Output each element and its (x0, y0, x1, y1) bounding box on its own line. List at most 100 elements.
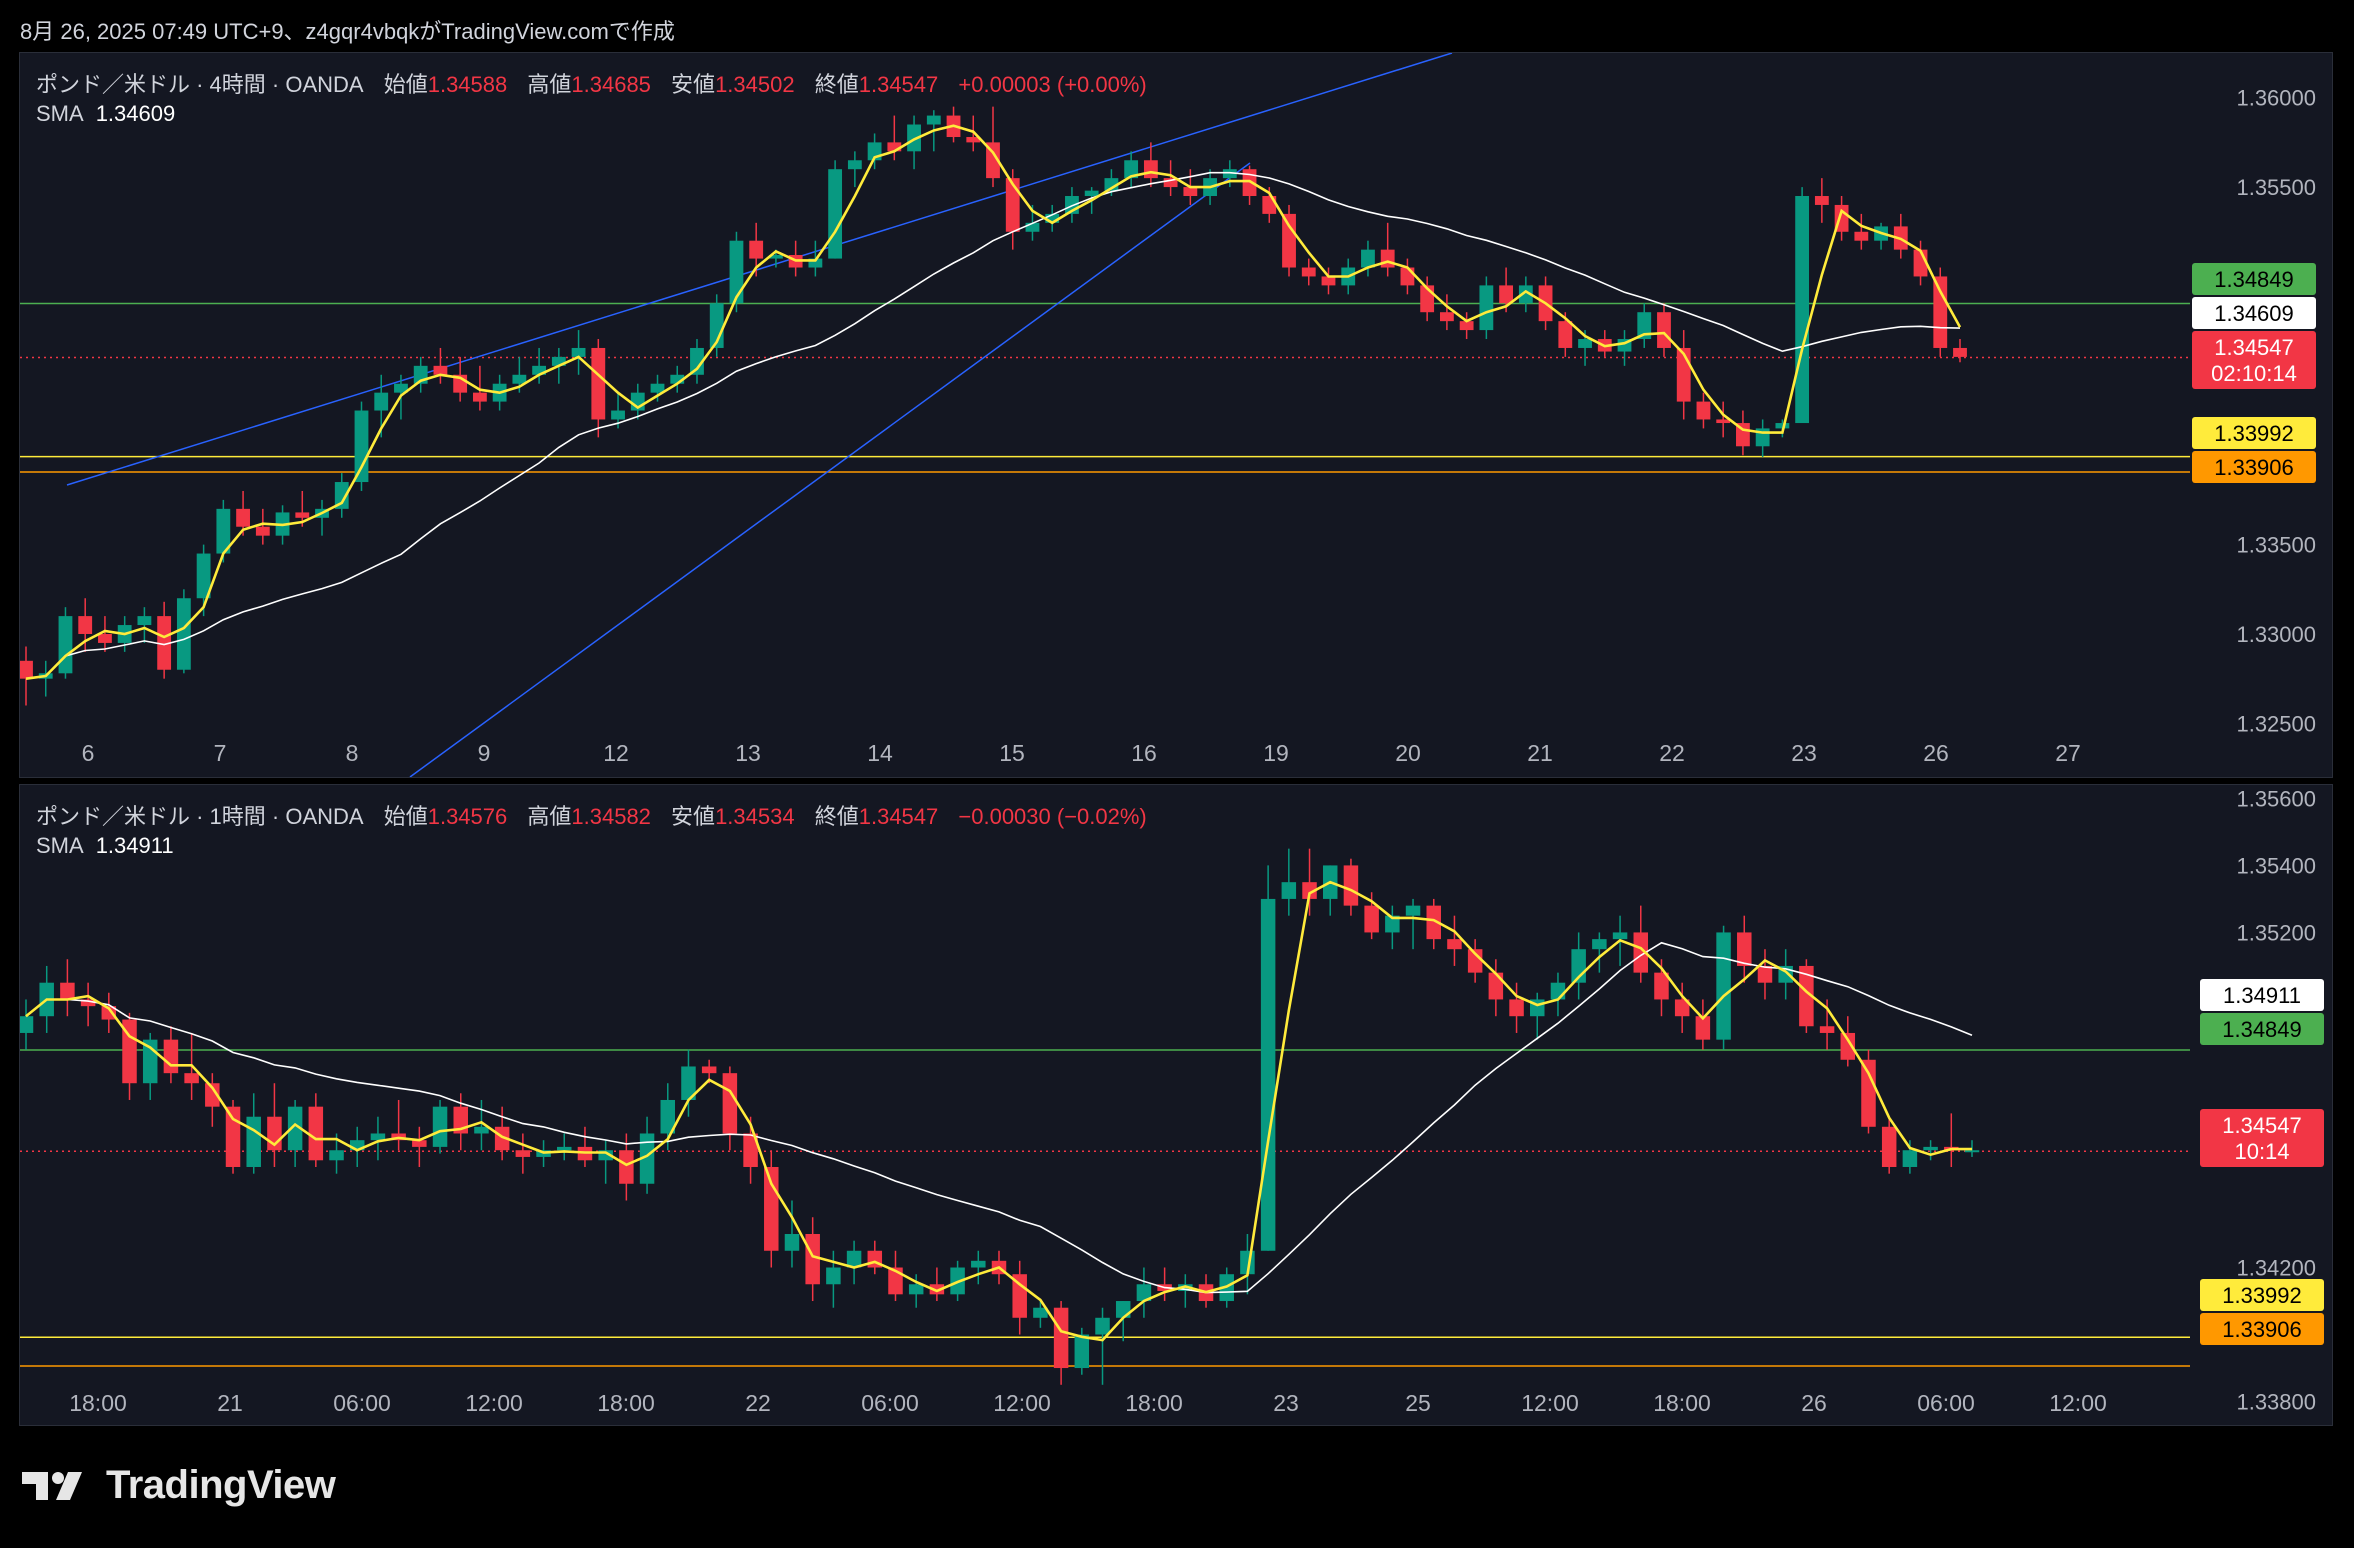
x-axis-tick-label: 13 (735, 740, 761, 766)
candle-body (611, 410, 625, 420)
x-axis-tick-label: 06:00 (861, 1390, 919, 1416)
x-axis-tick-label: 25 (1405, 1390, 1431, 1416)
candle-body (412, 1140, 427, 1147)
candle-body (1074, 1334, 1090, 1369)
candle-body (1558, 321, 1573, 348)
candle-body (205, 1083, 220, 1107)
candle-body (1861, 1059, 1876, 1127)
candle-body (1380, 249, 1395, 268)
candle-body (1696, 401, 1711, 420)
candle-body (639, 1133, 655, 1184)
x-axis-tick-label: 15 (999, 740, 1025, 766)
candle-body (1633, 932, 1649, 973)
candle-body (619, 1150, 634, 1184)
candle-body (1819, 1026, 1835, 1033)
sma-line (25, 941, 1973, 1294)
candle-body (20, 660, 33, 679)
candle-body (1716, 932, 1731, 1040)
candle-body (1737, 932, 1752, 966)
sma-legend: SMA 1.34609 (36, 101, 175, 127)
candle-body (370, 1133, 386, 1141)
candle-body (826, 1267, 841, 1285)
candle-body (847, 160, 862, 170)
candle-body (1799, 965, 1814, 1027)
candle-body (295, 512, 310, 518)
candle-body (1654, 972, 1669, 1000)
candle-body (1361, 249, 1375, 268)
brand-name: TradingView (106, 1463, 336, 1507)
x-axis-tick-label: 12:00 (1521, 1390, 1579, 1416)
candle-body (551, 356, 566, 366)
x-axis-tick-label: 19 (1263, 740, 1289, 766)
candle-body (557, 1146, 572, 1151)
candle-body (1005, 178, 1020, 232)
price-tag-label: 1.34911 (2223, 983, 2301, 1008)
candle-body (80, 999, 96, 1007)
x-axis-tick-label: 22 (745, 1390, 771, 1416)
candle-body (1499, 285, 1514, 304)
x-axis-tick-label: 06:00 (1917, 1390, 1975, 1416)
candle-body (1012, 1274, 1027, 1318)
candle-body (729, 240, 744, 304)
price-tag-label: 1.34547 (2222, 1113, 2302, 1138)
x-axis-tick-label: 26 (1801, 1390, 1827, 1416)
close-value: 1.34547 (858, 72, 939, 97)
candle-body (1612, 932, 1628, 940)
candle-body (929, 1284, 945, 1295)
candle-body (196, 553, 211, 599)
candle-body (20, 1016, 34, 1033)
candle-body (1400, 267, 1415, 286)
ohlc-legend-4h: ポンド／米ドル · 4時間 · OANDA 始値1.34588 高値1.3468… (36, 67, 1147, 99)
candle-body (1222, 169, 1237, 179)
candle-body (58, 616, 73, 674)
candle-body (701, 1066, 717, 1074)
candle-body (1439, 312, 1454, 322)
candle-body (329, 1150, 344, 1161)
low-label: 安値 (671, 804, 716, 829)
candle-body (354, 410, 369, 483)
x-axis-tick-label: 18:00 (1125, 1390, 1183, 1416)
x-axis-tick-label: 18:00 (1653, 1390, 1711, 1416)
candle-body (650, 383, 665, 393)
candle-body (122, 1019, 137, 1084)
candle-body (1775, 423, 1790, 429)
sma-label: SMA (36, 833, 84, 858)
candlestick-chart-4h[interactable]: 1.36000 1.35500 1.33500 1.33000 1.32500 6 7 8 9 1… (20, 53, 2332, 777)
candle-body (681, 1066, 696, 1100)
candle-body (1302, 882, 1317, 899)
candle-body (98, 633, 112, 643)
candle-body (532, 365, 547, 375)
channel-upper-line (66, 53, 1453, 486)
tradingview-logo[interactable]: TradingView (22, 1463, 336, 1508)
x-axis-tick-label: 21 (217, 1390, 243, 1416)
price-tag-green (2200, 1013, 2324, 1045)
candle-body (1518, 285, 1533, 304)
ohlc-legend-1h: ポンド／米ドル · 1時間 · OANDA 始値1.34576 高値1.3458… (36, 799, 1147, 831)
candle-body (591, 347, 606, 420)
candle-body (926, 115, 941, 125)
candle-body (743, 1133, 758, 1167)
candle-body (236, 508, 250, 527)
price-tag-label: 1.34609 (2214, 301, 2294, 326)
candle-body (1136, 1284, 1152, 1302)
x-axis-tick-label: 27 (2055, 740, 2081, 766)
countdown-label: 02:10:14 (2211, 361, 2297, 386)
candle-body (1467, 949, 1483, 973)
chart-pane-4h[interactable]: ポンド／米ドル · 4時間 · OANDA 始値1.34588 高値1.3468… (19, 52, 2333, 778)
price-tag-label: 1.33906 (2222, 1317, 2302, 1342)
y-axis-tick-label: 1.36000 (2236, 86, 2316, 111)
candle-body (1405, 905, 1421, 916)
price-tag-yellow (2192, 417, 2316, 449)
x-axis-tick-label: 22 (1659, 740, 1685, 766)
candle-body (494, 1126, 510, 1151)
candle-body (1964, 1150, 1980, 1153)
candle-body (660, 1099, 676, 1134)
candle-body (374, 392, 389, 411)
candle-body (1025, 222, 1040, 232)
candle-body (137, 616, 152, 626)
chart-pane-1h[interactable]: ポンド／米ドル · 1時間 · OANDA 始値1.34576 高値1.3458… (19, 784, 2333, 1426)
candlestick-chart-1h[interactable]: 1.35600 1.35400 1.35200 1.34200 1.33800 18:00… (20, 785, 2332, 1425)
y-axis-tick-label: 1.33500 (2236, 533, 2316, 558)
sma-value: 1.34609 (95, 101, 176, 126)
open-label: 始値 (383, 72, 428, 97)
